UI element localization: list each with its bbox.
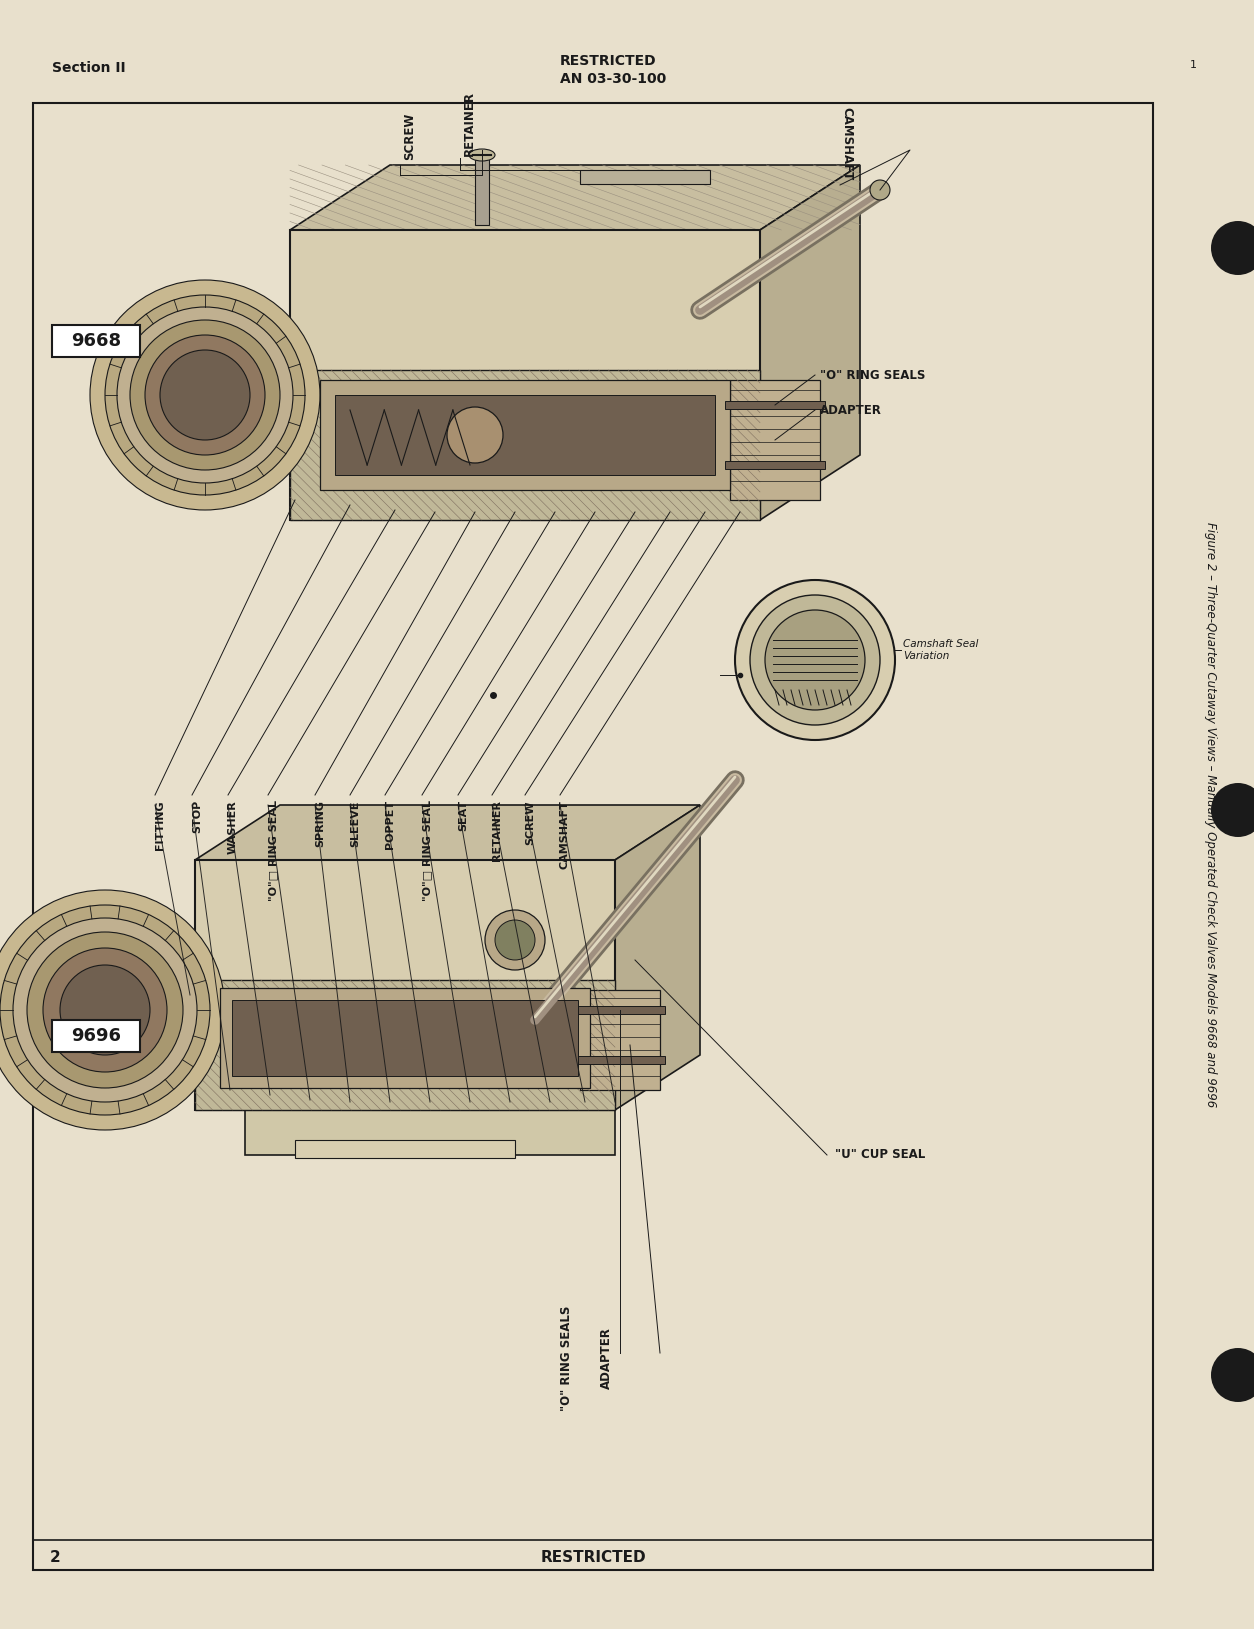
Text: 9668: 9668: [71, 332, 122, 350]
Bar: [576, 1007, 665, 1013]
Circle shape: [0, 906, 209, 1114]
Circle shape: [446, 407, 503, 463]
Text: "U" CUP SEAL: "U" CUP SEAL: [835, 1148, 925, 1161]
Text: "O" RING SEALS: "O" RING SEALS: [820, 368, 925, 381]
Text: RETAINER: RETAINER: [463, 91, 477, 156]
Text: CAMSHAFT: CAMSHAFT: [561, 800, 571, 868]
Text: Figure 2 – Three-Quarter Cutaway Views – Manually Operated Check Valves Models 9: Figure 2 – Three-Quarter Cutaway Views –…: [1204, 523, 1216, 1108]
Circle shape: [145, 336, 265, 454]
Text: POPPET: POPPET: [385, 800, 395, 849]
Text: 2: 2: [50, 1551, 60, 1565]
Circle shape: [495, 920, 535, 959]
Text: SLEEVE: SLEEVE: [350, 800, 360, 847]
Text: STOP: STOP: [192, 800, 202, 834]
Text: RESTRICTED: RESTRICTED: [540, 1551, 646, 1565]
Circle shape: [28, 932, 183, 1088]
Circle shape: [105, 295, 305, 495]
Bar: [576, 1056, 665, 1064]
Circle shape: [130, 319, 280, 471]
Bar: [51, 326, 140, 357]
Text: RETAINER: RETAINER: [492, 800, 502, 862]
Bar: [295, 1140, 515, 1158]
Text: WASHER: WASHER: [228, 800, 238, 854]
Polygon shape: [290, 165, 860, 230]
Bar: [232, 1000, 578, 1077]
Bar: [730, 380, 820, 500]
Text: AN 03-30-100: AN 03-30-100: [561, 72, 666, 86]
Circle shape: [90, 280, 320, 510]
Bar: [581, 169, 710, 184]
Polygon shape: [290, 230, 760, 520]
Text: ADAPTER: ADAPTER: [820, 404, 882, 417]
Polygon shape: [196, 805, 700, 860]
Text: Camshaft Seal
Variation: Camshaft Seal Variation: [903, 639, 978, 661]
Text: RESTRICTED: RESTRICTED: [561, 54, 657, 68]
Circle shape: [13, 919, 197, 1101]
Text: 1: 1: [1190, 60, 1198, 70]
Text: "O"□ RING SEAL: "O"□ RING SEAL: [268, 800, 278, 901]
Bar: [725, 461, 825, 469]
Text: SEAT: SEAT: [458, 800, 468, 831]
Text: ADAPTER: ADAPTER: [599, 1328, 613, 1390]
Text: SCREW: SCREW: [525, 800, 535, 844]
Polygon shape: [196, 981, 614, 1109]
Text: "O"□ RING SEAL: "O"□ RING SEAL: [423, 800, 431, 901]
Text: 9696: 9696: [71, 1026, 120, 1044]
Circle shape: [735, 580, 895, 740]
Text: SCREW: SCREW: [403, 112, 416, 160]
Bar: [725, 401, 825, 409]
Circle shape: [1211, 222, 1254, 275]
Circle shape: [1211, 1349, 1254, 1403]
Polygon shape: [760, 165, 860, 520]
Circle shape: [750, 595, 880, 725]
Circle shape: [485, 911, 545, 969]
Circle shape: [765, 609, 865, 710]
Bar: [33, 103, 1152, 1570]
Polygon shape: [614, 805, 700, 1109]
Text: FITTING: FITTING: [155, 800, 166, 850]
Circle shape: [117, 306, 293, 484]
Circle shape: [161, 350, 250, 440]
Text: CAMSHAFT: CAMSHAFT: [840, 108, 853, 179]
Circle shape: [43, 948, 167, 1072]
Ellipse shape: [469, 148, 495, 161]
Text: Section II: Section II: [51, 60, 125, 75]
Bar: [475, 155, 489, 225]
Text: SPRING: SPRING: [315, 800, 325, 847]
Bar: [51, 1020, 140, 1052]
Bar: [335, 394, 715, 476]
Circle shape: [0, 889, 224, 1131]
Circle shape: [60, 964, 150, 1056]
Bar: [245, 1109, 614, 1155]
Polygon shape: [290, 370, 760, 520]
Circle shape: [870, 179, 890, 200]
Bar: [320, 380, 730, 490]
Bar: [581, 990, 660, 1090]
Polygon shape: [196, 860, 614, 1109]
Text: "O" RING SEALS: "O" RING SEALS: [561, 1305, 573, 1411]
Circle shape: [1211, 784, 1254, 837]
Bar: [219, 989, 589, 1088]
